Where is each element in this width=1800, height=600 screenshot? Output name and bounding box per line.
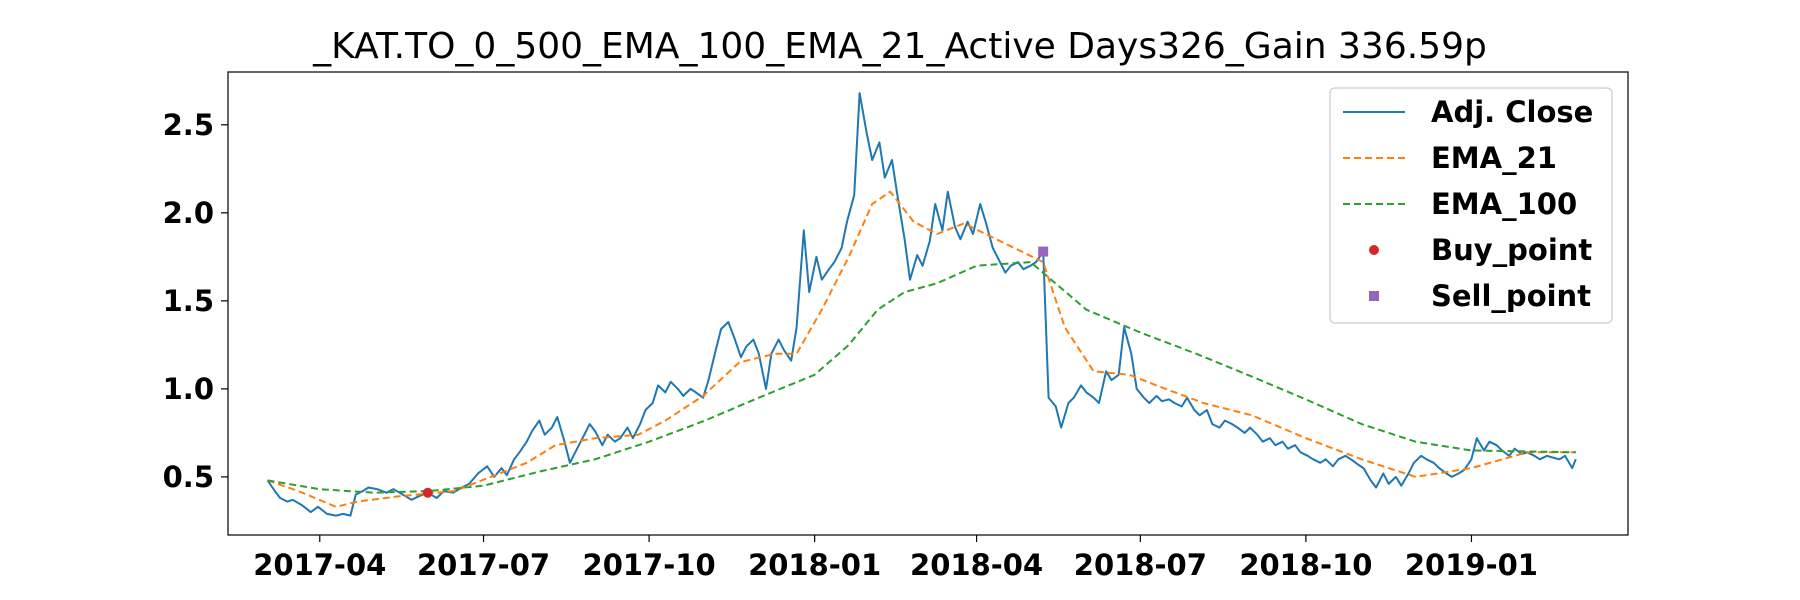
legend-box <box>1329 87 1613 324</box>
legend-swatch <box>1369 245 1379 255</box>
x-tick-label: 2017-07 <box>417 548 550 582</box>
y-tick-label: 0.5 <box>163 460 214 494</box>
legend-label: Buy_point <box>1431 233 1592 267</box>
legend-swatch <box>1369 291 1379 301</box>
y-axis: 0.5 1.0 1.5 2.0 2.5 <box>163 108 228 494</box>
y-tick-label: 1.5 <box>163 284 214 318</box>
y-tick-label: 1.0 <box>163 372 214 406</box>
marker-layer <box>422 246 1049 498</box>
chart-title: _KAT.TO_0_500_EMA_100_EMA_21_Active Days… <box>312 26 1487 67</box>
legend-label: EMA_100 <box>1431 187 1577 221</box>
sell-point-marker <box>1038 246 1049 257</box>
legend-label: Adj. Close <box>1431 95 1593 129</box>
series-line-ema-100 <box>267 261 1576 494</box>
x-tick-label: 2018-07 <box>1074 548 1207 582</box>
x-tick-label: 2018-01 <box>748 548 881 582</box>
series-line-adj-close <box>266 92 1577 517</box>
y-tick-label: 2.0 <box>163 196 214 230</box>
plot-frame <box>227 71 1629 536</box>
x-tick-label: 2019-01 <box>1405 548 1538 582</box>
x-tick-label: 2018-04 <box>910 548 1043 582</box>
series-line-ema-21 <box>267 190 1576 508</box>
legend-label: Sell_point <box>1431 279 1591 313</box>
x-tick-label: 2017-04 <box>253 548 386 582</box>
series-layer <box>266 92 1577 517</box>
legend: Adj. Close EMA_21 EMA_100 Buy_point Sell_poi… <box>1329 87 1613 324</box>
legend-label: EMA_21 <box>1431 141 1557 175</box>
y-tick-label: 2.5 <box>163 108 214 142</box>
x-axis: 2017-04 2017-07 2017-10 2018-01 2018-04 2018-… <box>253 535 1538 582</box>
x-tick-label: 2017-10 <box>583 548 716 582</box>
buy-point-marker <box>422 487 433 498</box>
x-tick-label: 2018-10 <box>1239 548 1372 582</box>
